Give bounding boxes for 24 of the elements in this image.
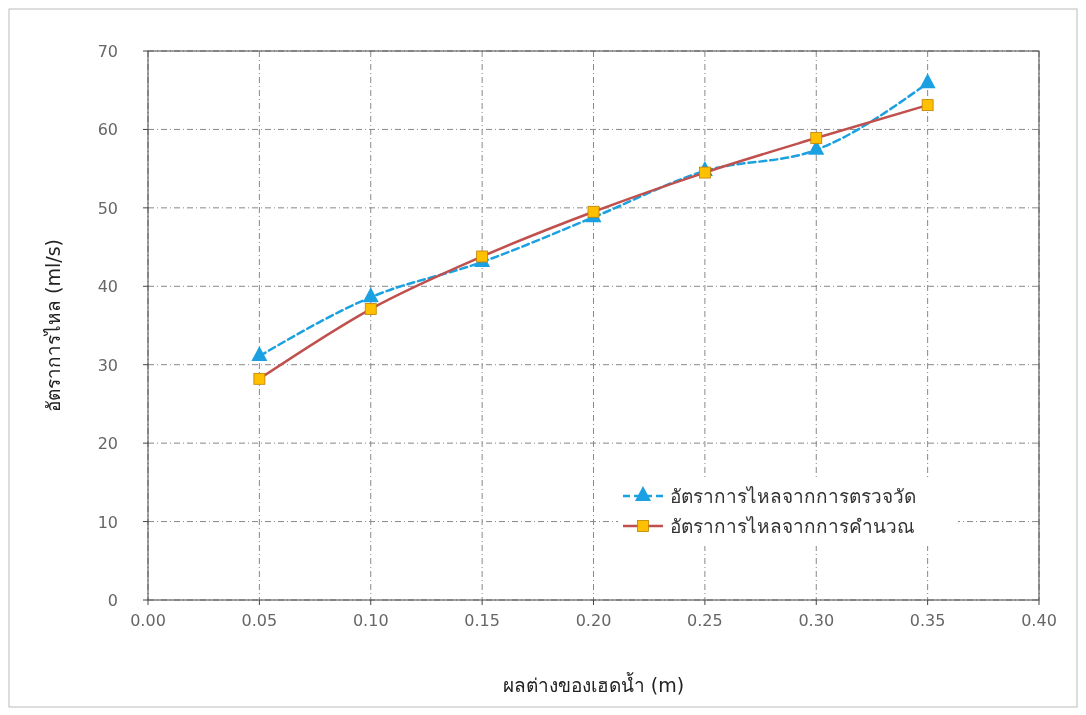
x-tick-label: 0.15	[464, 611, 500, 630]
y-tick-label: 10	[97, 512, 118, 532]
x-tick-label: 0.40	[1021, 611, 1057, 630]
x-tick-label: 0.35	[909, 611, 946, 630]
x-tick-label: 0.10	[352, 611, 389, 630]
x-tick-label: 0.05	[241, 611, 278, 630]
y-tick-label: 60	[97, 120, 118, 140]
y-tick-label: 40	[97, 277, 118, 297]
x-tick-label: 0.25	[687, 611, 723, 630]
x-axis-title: ผลต่างของเฮดน้ำ (m)	[502, 672, 685, 696]
x-tick-label: 0.00	[130, 611, 166, 630]
y-axis-title: อัตราการไหล (ml/s)	[42, 239, 64, 412]
point	[362, 287, 379, 303]
point	[919, 73, 936, 89]
x-tick-label: 0.30	[798, 611, 835, 630]
y-tick-label: 50	[97, 198, 118, 218]
point	[251, 346, 268, 362]
y-tick-label: 30	[97, 355, 118, 375]
y-tick-label: 0	[107, 591, 118, 610]
legend-label: อัตราการไหลจากการคำนวณ	[670, 515, 915, 537]
y-tick-label: 70	[97, 42, 118, 61]
x-tick-label: 0.20	[575, 611, 612, 630]
y-tick-label: 20	[97, 434, 118, 454]
legend-label: อัตราการไหลจากการตรวจวัด	[670, 485, 916, 507]
